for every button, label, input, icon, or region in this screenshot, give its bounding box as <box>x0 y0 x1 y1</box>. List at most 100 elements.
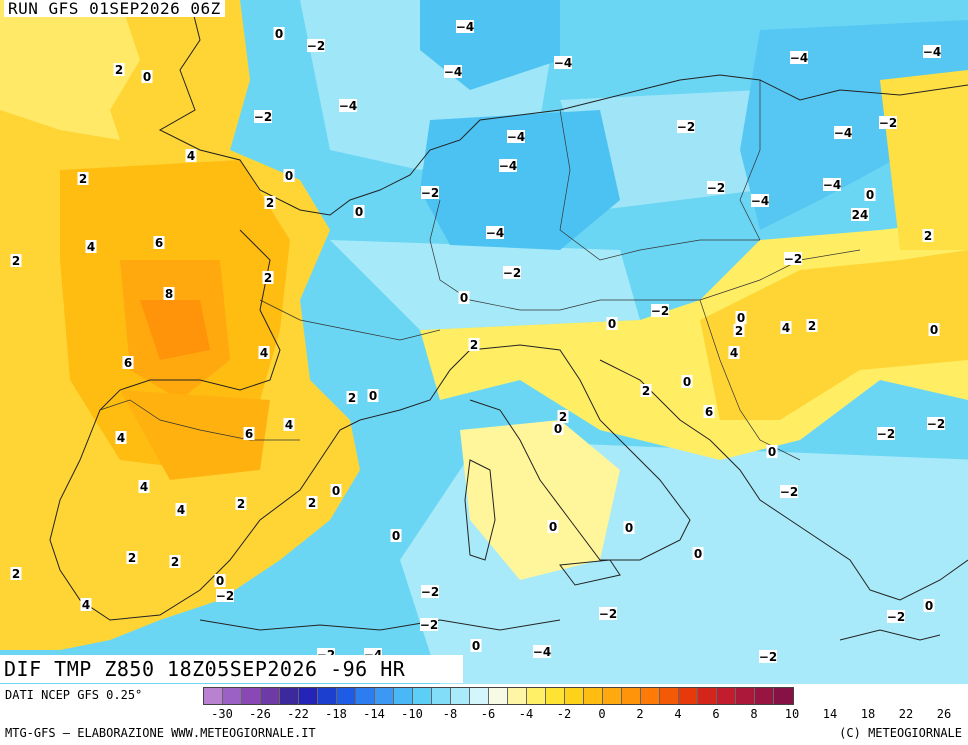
contour-label-bg <box>273 27 285 40</box>
sicily <box>559 559 621 586</box>
contour-label: −4 <box>554 56 572 70</box>
contour-label: 0 <box>285 169 293 183</box>
contour-label: 2 <box>266 196 274 210</box>
contour-label: 0 <box>392 529 400 543</box>
legend-swatch <box>413 688 432 704</box>
contour-label-bg <box>115 431 127 444</box>
warm-area-black-sea <box>880 70 968 250</box>
coastlines <box>49 0 968 641</box>
contour-label: −2 <box>503 266 521 280</box>
contour-label: 0 <box>216 574 224 588</box>
contour-label: 0 <box>332 484 340 498</box>
contour-label-bg <box>122 356 134 369</box>
contour-label: 2 <box>12 567 20 581</box>
contour-label-bg <box>735 311 747 324</box>
contour-label-bg <box>557 410 569 423</box>
border-france-south <box>259 299 441 341</box>
contour-label-bg <box>330 484 342 497</box>
contour-label-bg <box>923 599 935 612</box>
contour-label-bg <box>877 427 895 440</box>
contour-label-bg <box>470 639 482 652</box>
contour-label: 0 <box>472 639 480 653</box>
contour-label-bg <box>790 51 808 64</box>
legend-tick-label: 26 <box>936 707 952 721</box>
legend-tick-label: 0 <box>598 707 606 721</box>
cold-core-east <box>740 20 968 230</box>
legend-tick-label: -4 <box>518 707 534 721</box>
contour-label-bg <box>307 39 325 52</box>
warm-core-balkans <box>700 250 968 420</box>
contour-label: 0 <box>460 291 468 305</box>
contour-label: −2 <box>927 417 945 431</box>
contour-label: 4 <box>285 418 293 432</box>
contour-label: −4 <box>456 20 474 34</box>
contour-label: −2 <box>420 618 438 632</box>
contour-label: 0 <box>925 599 933 613</box>
contour-label: −4 <box>823 178 841 192</box>
contour-label-bg <box>499 159 517 172</box>
contour-label: −4 <box>923 45 941 59</box>
north-africa-coastline <box>199 619 561 631</box>
contour-label-bg <box>10 567 22 580</box>
legend-swatch <box>717 688 736 704</box>
contour-label-bg <box>834 126 852 139</box>
contour-label: 6 <box>155 236 163 250</box>
legend-tick-label: -10 <box>401 707 423 721</box>
contour-label: 2 <box>559 410 567 424</box>
contour-label: −4 <box>751 194 769 208</box>
border-central <box>559 109 760 261</box>
temperature-anomaly-map: 0 −2 −4 −4 2 0 −4 −4 −4 −4 −2 −2 −4 −2 −4 4 −4 2 0 −2 −4 0 −2 2… <box>0 0 968 684</box>
legend-swatch <box>679 688 698 704</box>
contour-label-bg <box>780 485 798 498</box>
contour-label-bg <box>10 254 22 267</box>
contour-label-bg <box>927 417 945 430</box>
contour-label-bg <box>533 645 551 658</box>
legend-swatch <box>394 688 413 704</box>
contour-label: 24 <box>852 208 869 222</box>
contour-label: 6 <box>124 356 132 370</box>
contour-label: 2 <box>308 496 316 510</box>
contour-label: 6 <box>705 405 713 419</box>
borders <box>99 80 861 461</box>
scale-ticks: -30 -26 -22 -18 -14 -10 -8 -6 -4 -2 0 2 4 6 8 10 14 18 22 2… <box>203 707 968 721</box>
contour-label-bg <box>547 520 559 533</box>
contour-label: 0 <box>768 445 776 459</box>
contour-label-bg <box>728 346 740 359</box>
contour-label: 8 <box>165 287 173 301</box>
credit-right: (C) METEOGIORNALE <box>839 726 962 740</box>
italy-coastline <box>359 344 691 561</box>
contour-label: 4 <box>177 503 185 517</box>
contour-label: 0 <box>866 188 874 202</box>
sardinia-corsica <box>464 459 496 561</box>
contour-label: −2 <box>784 252 802 266</box>
contour-label: −4 <box>444 65 462 79</box>
contour-label-bg <box>703 405 715 418</box>
contour-label: 0 <box>554 422 562 436</box>
product-title: DIF TMP Z850 18Z05SEP2026 -96 HR <box>0 655 463 683</box>
legend-swatch <box>337 688 356 704</box>
legend-swatch <box>242 688 261 704</box>
crete <box>839 629 941 641</box>
contour-label: −2 <box>677 120 695 134</box>
legend-tick-label: 6 <box>712 707 720 721</box>
run-title: RUN GFS 01SEP2026 06Z <box>4 0 225 17</box>
contour-label: −4 <box>339 99 357 113</box>
contour-label-bg <box>283 418 295 431</box>
light-warm-area-tyrrhenian <box>460 420 620 580</box>
contour-label: 2 <box>924 229 932 243</box>
legend-swatch <box>546 688 565 704</box>
contour-label-bg <box>468 338 480 351</box>
contour-label: −2 <box>879 116 897 130</box>
contour-label: 2 <box>642 384 650 398</box>
contour-label: 2 <box>348 391 356 405</box>
contour-label-bg <box>346 391 358 404</box>
light-warm-area-atlantic <box>0 0 140 140</box>
contour-label-bg <box>264 196 276 209</box>
contour-label-bg <box>283 169 295 182</box>
hottest-core-france <box>140 300 210 360</box>
contour-label-bg <box>733 324 745 337</box>
contour-label: −2 <box>651 304 669 318</box>
contour-label: −4 <box>507 130 525 144</box>
contour-label: 4 <box>782 321 790 335</box>
contour-label: −4 <box>499 159 517 173</box>
